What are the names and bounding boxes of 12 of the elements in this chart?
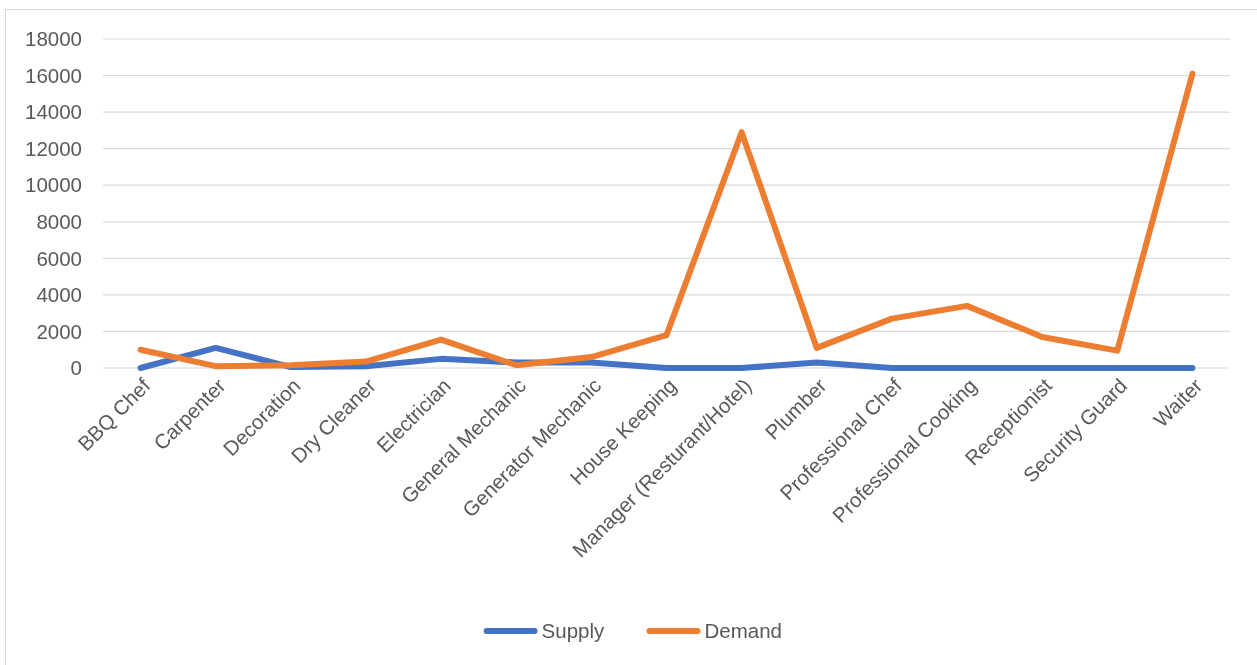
y-tick-label: 12000 bbox=[24, 136, 82, 160]
y-tick-label: 18000 bbox=[24, 27, 82, 51]
y-tick-label: 0 bbox=[70, 356, 82, 380]
legend-label: Demand bbox=[704, 619, 782, 643]
y-tick-label: 10000 bbox=[24, 173, 82, 197]
y-tick-label: 14000 bbox=[24, 100, 82, 124]
y-tick-label: 4000 bbox=[36, 283, 82, 307]
y-tick-label: 6000 bbox=[36, 246, 82, 270]
legend-label: Supply bbox=[541, 619, 606, 643]
y-tick-label: 8000 bbox=[36, 209, 82, 233]
y-tick-label: 2000 bbox=[36, 319, 82, 343]
y-tick-label: 16000 bbox=[24, 63, 82, 87]
